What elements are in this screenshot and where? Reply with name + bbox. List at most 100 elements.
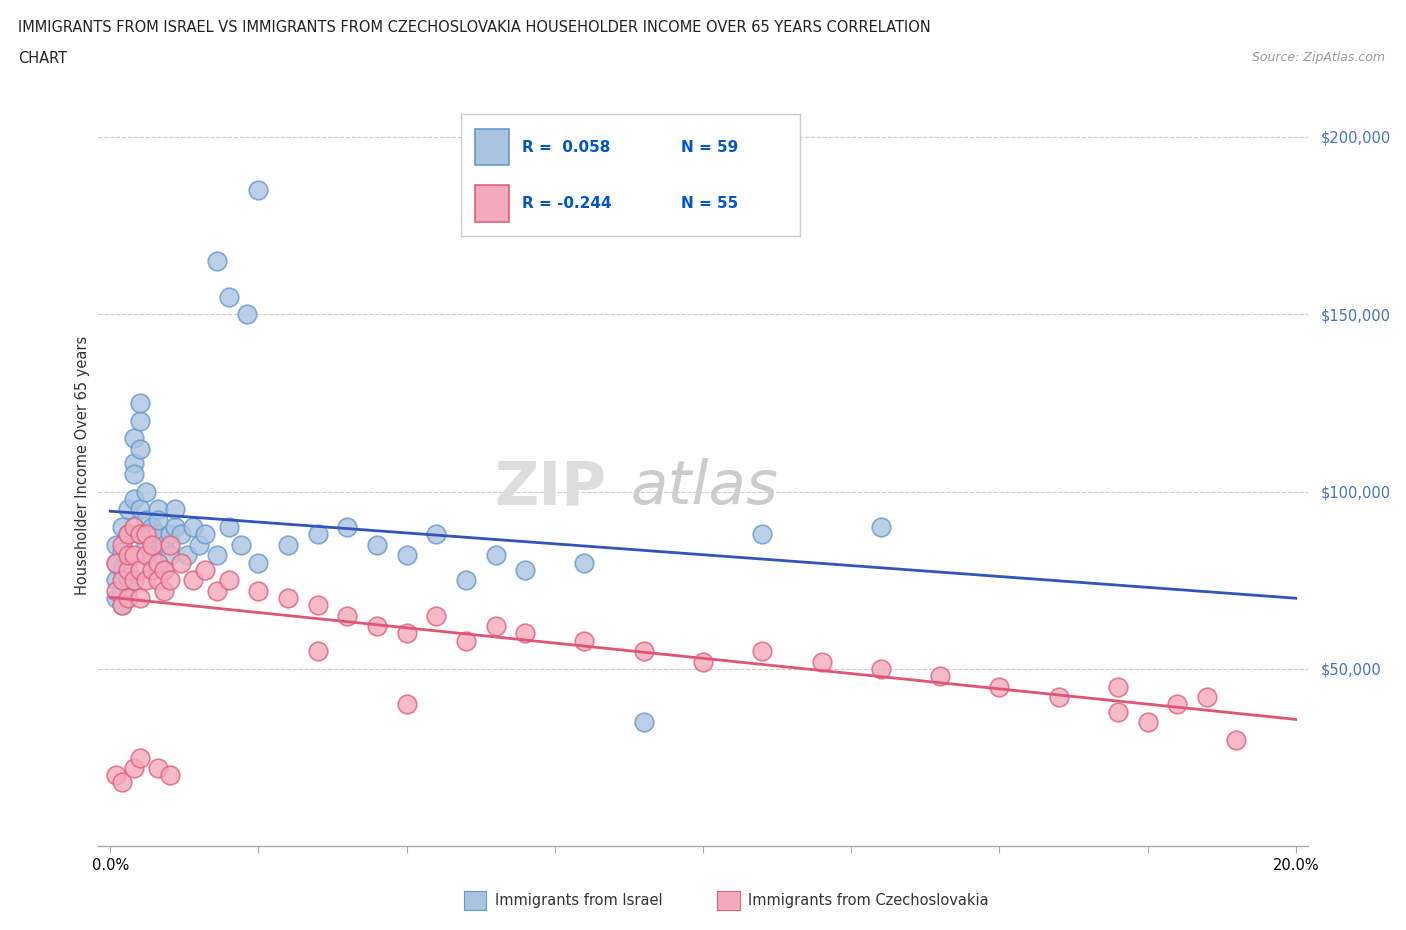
Point xyxy=(111,563,134,578)
Point xyxy=(277,538,299,552)
Point xyxy=(165,520,187,535)
Point xyxy=(692,655,714,670)
Point xyxy=(146,573,169,588)
Point xyxy=(129,442,152,457)
Point xyxy=(247,182,270,197)
Point xyxy=(307,526,329,541)
Point xyxy=(170,555,193,570)
Point xyxy=(122,520,145,535)
Text: CHART: CHART xyxy=(18,51,67,66)
Point xyxy=(810,655,832,670)
Point xyxy=(117,569,139,584)
Point xyxy=(117,526,139,541)
Point xyxy=(135,573,157,588)
Y-axis label: Householder Income Over 65 years: Householder Income Over 65 years xyxy=(75,336,90,594)
Point xyxy=(395,548,418,563)
Point xyxy=(181,573,204,588)
Point xyxy=(336,520,359,535)
Point xyxy=(117,591,139,605)
Point xyxy=(111,538,134,552)
Point xyxy=(105,573,128,588)
Text: Source: ZipAtlas.com: Source: ZipAtlas.com xyxy=(1251,51,1385,64)
Point xyxy=(129,526,152,541)
Point xyxy=(633,644,655,658)
Point xyxy=(105,768,128,783)
Point xyxy=(574,555,596,570)
Point xyxy=(751,526,773,541)
Point xyxy=(135,548,157,563)
Point xyxy=(366,538,388,552)
Point xyxy=(176,548,198,563)
Point xyxy=(135,538,157,552)
Point xyxy=(135,526,157,541)
Point xyxy=(395,697,418,711)
Text: IMMIGRANTS FROM ISRAEL VS IMMIGRANTS FROM CZECHOSLOVAKIA HOUSEHOLDER INCOME OVER: IMMIGRANTS FROM ISRAEL VS IMMIGRANTS FRO… xyxy=(18,20,931,35)
Point xyxy=(117,548,139,563)
Point xyxy=(129,526,152,541)
Point xyxy=(1136,715,1159,730)
Text: ZIP: ZIP xyxy=(495,458,606,517)
Point xyxy=(159,538,181,552)
Point xyxy=(1047,690,1070,705)
Point xyxy=(425,526,447,541)
Point xyxy=(515,563,537,578)
Point xyxy=(122,548,145,563)
Point xyxy=(129,591,152,605)
Point xyxy=(170,526,193,541)
Point xyxy=(247,583,270,598)
Point xyxy=(181,520,204,535)
Point xyxy=(484,548,506,563)
Point xyxy=(188,538,211,552)
Point xyxy=(988,679,1011,694)
Point xyxy=(146,761,169,776)
Point xyxy=(122,467,145,482)
Point xyxy=(122,431,145,445)
Point xyxy=(869,520,891,535)
Point xyxy=(122,456,145,471)
Point xyxy=(152,563,174,578)
Point xyxy=(111,598,134,613)
Point xyxy=(105,555,128,570)
Point xyxy=(152,583,174,598)
Point xyxy=(122,491,145,506)
Point xyxy=(152,538,174,552)
Point xyxy=(1107,679,1129,694)
Point xyxy=(105,555,128,570)
Point xyxy=(515,626,537,641)
Point xyxy=(105,583,128,598)
Point xyxy=(129,413,152,428)
Point xyxy=(117,502,139,517)
Point xyxy=(235,307,257,322)
Point xyxy=(307,598,329,613)
Point xyxy=(146,512,169,527)
Point xyxy=(117,563,139,578)
Point xyxy=(129,751,152,765)
Point xyxy=(1225,733,1247,748)
Point xyxy=(307,644,329,658)
Point xyxy=(1195,690,1218,705)
Point xyxy=(141,548,163,563)
Point xyxy=(395,626,418,641)
Point xyxy=(111,573,134,588)
Text: atlas: atlas xyxy=(630,458,779,517)
Point xyxy=(111,583,134,598)
Text: Immigrants from Israel: Immigrants from Israel xyxy=(495,893,662,908)
Point xyxy=(105,591,128,605)
Point xyxy=(111,544,134,559)
Point xyxy=(165,502,187,517)
Point xyxy=(869,661,891,676)
Point xyxy=(111,775,134,790)
Point xyxy=(159,573,181,588)
Point xyxy=(111,598,134,613)
Point xyxy=(425,608,447,623)
Point xyxy=(218,520,240,535)
Point xyxy=(129,395,152,410)
Point xyxy=(194,526,217,541)
Point xyxy=(454,633,477,648)
Point xyxy=(633,715,655,730)
Point xyxy=(229,538,252,552)
Point xyxy=(146,555,169,570)
Point xyxy=(146,502,169,517)
Point xyxy=(129,502,152,517)
Point xyxy=(141,520,163,535)
